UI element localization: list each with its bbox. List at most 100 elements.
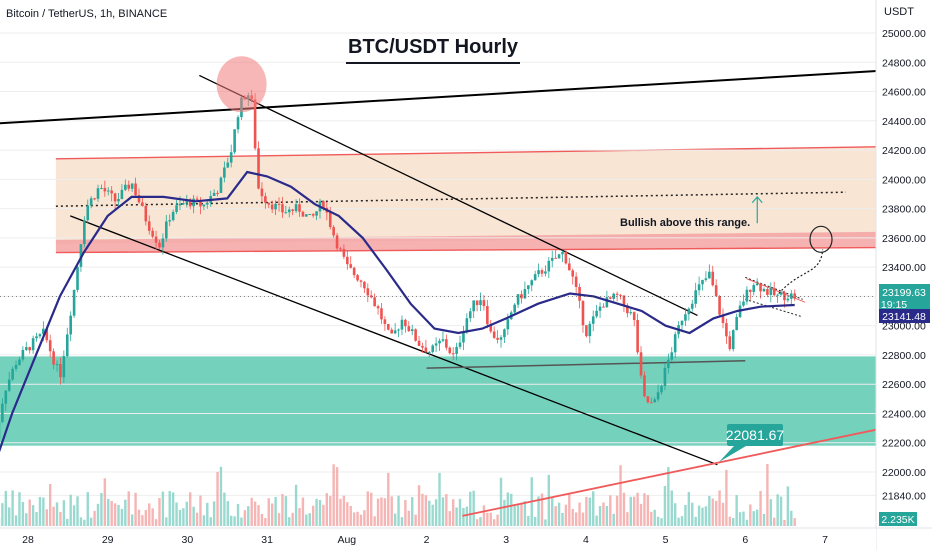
- candle-body: [226, 163, 229, 168]
- volume-bar: [11, 490, 13, 526]
- candle-body: [213, 193, 216, 196]
- volume-bar: [309, 513, 311, 526]
- volume-bar: [660, 518, 662, 526]
- price-tick-label: 22800.00: [882, 350, 926, 362]
- candle-body: [749, 290, 752, 292]
- volume-bar: [56, 502, 58, 526]
- volume-bar: [158, 498, 160, 526]
- candle-body: [561, 252, 564, 254]
- volume-bar: [165, 517, 167, 526]
- candle-body: [776, 295, 779, 296]
- volume-bar: [52, 507, 54, 526]
- volume-bar: [524, 501, 526, 526]
- volume-bar: [667, 467, 669, 526]
- volume-bar: [510, 494, 512, 526]
- volume-bar: [544, 519, 546, 526]
- volume-bar: [196, 513, 198, 526]
- volume-bar: [582, 513, 584, 526]
- candle-body: [285, 212, 288, 213]
- candle-body: [544, 271, 547, 273]
- volume-bar: [483, 505, 485, 526]
- candle-body: [237, 117, 240, 129]
- candle-body: [332, 227, 335, 235]
- volume-bar: [585, 497, 587, 526]
- candle-body: [66, 334, 69, 356]
- volume-bar: [479, 517, 481, 526]
- candle-body: [469, 311, 472, 318]
- volume-bar: [186, 502, 188, 526]
- volume-bar: [117, 505, 119, 526]
- volume-bar: [435, 499, 437, 526]
- volume-bar: [162, 492, 164, 526]
- candle-body: [414, 329, 417, 341]
- candle-body: [134, 184, 137, 196]
- candle-body: [203, 205, 206, 207]
- volume-bar: [445, 494, 447, 526]
- volume-bar: [565, 505, 567, 526]
- candle-body: [643, 375, 646, 396]
- candle-body: [124, 185, 127, 190]
- volume-bar: [554, 506, 556, 526]
- volume-bar: [274, 497, 276, 526]
- volume-bar: [766, 464, 768, 526]
- candle-body: [513, 305, 516, 313]
- volume-bar: [602, 503, 604, 526]
- candle-body: [349, 264, 352, 268]
- candle-body: [233, 129, 236, 152]
- volume-bar: [425, 495, 427, 526]
- candle-body: [496, 338, 499, 340]
- candle-body: [367, 288, 370, 295]
- volume-bar: [633, 497, 635, 526]
- candle-body: [619, 295, 622, 296]
- candle-body: [725, 323, 728, 336]
- candle-body: [390, 330, 393, 334]
- volume-bar: [1, 503, 3, 526]
- volume-bar: [155, 519, 157, 526]
- candle-body: [592, 316, 595, 323]
- volume-bar: [32, 505, 34, 526]
- candle-body: [291, 209, 294, 211]
- volume-bar: [182, 508, 184, 526]
- volume-bar: [787, 486, 789, 526]
- volume-bar: [756, 510, 758, 526]
- volume-bar: [220, 467, 222, 526]
- resistance-zone: [56, 147, 876, 244]
- volume-bar: [729, 517, 731, 526]
- volume-bar: [674, 503, 676, 526]
- candle-body: [302, 212, 305, 217]
- candle-body: [56, 364, 59, 365]
- volume-bar: [128, 491, 130, 526]
- volume-bar: [172, 492, 174, 526]
- candle-body: [660, 386, 663, 392]
- candle-body: [8, 380, 11, 391]
- volume-bar: [705, 506, 707, 526]
- volume-bar: [681, 516, 683, 526]
- volume-bar: [291, 513, 293, 526]
- candle-body: [339, 248, 342, 249]
- volume-bar: [647, 495, 649, 526]
- candle-body: [127, 185, 130, 189]
- candle-body: [667, 360, 670, 368]
- volume-bar: [452, 499, 454, 526]
- volume-bar: [517, 504, 519, 526]
- volume-bar: [753, 511, 755, 526]
- volume-bar: [240, 518, 242, 526]
- candle-body: [63, 356, 66, 377]
- volume-bar: [619, 465, 621, 526]
- candle-body: [459, 343, 462, 347]
- candle-body: [534, 274, 537, 280]
- candle-body: [397, 330, 400, 331]
- candle-body: [114, 193, 117, 201]
- volume-bar: [373, 516, 375, 526]
- volume-bar: [551, 497, 553, 526]
- candle-body: [384, 319, 387, 324]
- candle-body: [657, 392, 660, 399]
- candle-body: [315, 211, 318, 215]
- volume-bar: [653, 510, 655, 526]
- volume-bar: [295, 485, 297, 526]
- candle-body: [196, 199, 199, 200]
- volume-bar: [428, 501, 430, 526]
